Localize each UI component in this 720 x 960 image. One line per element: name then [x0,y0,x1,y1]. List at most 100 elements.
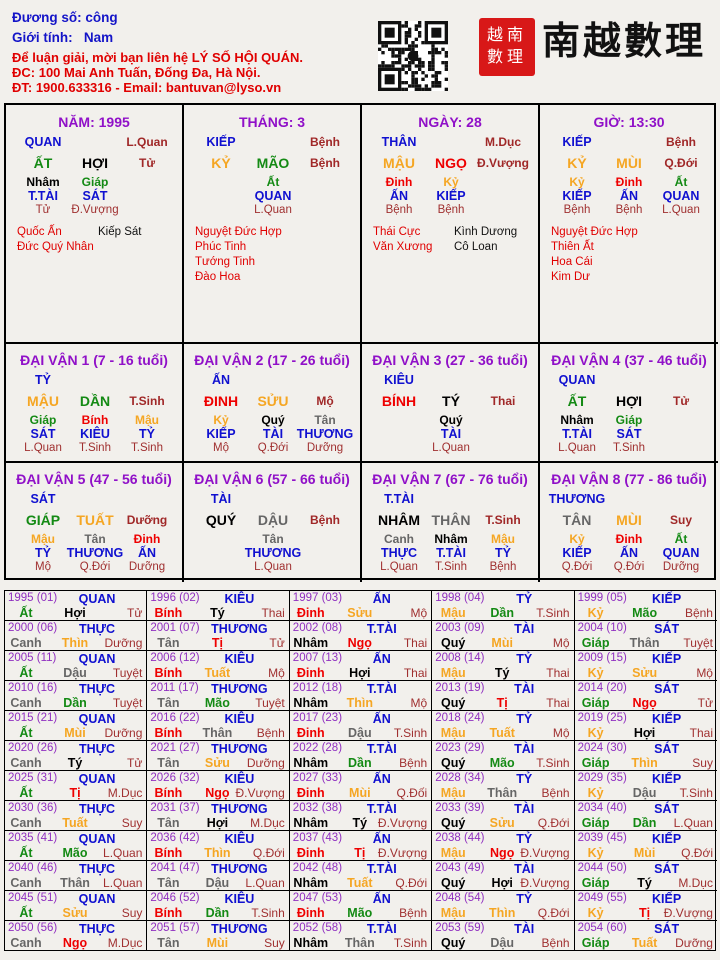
hidden-stem: Ất [266,175,280,189]
year-stage: Tuyệt [683,636,713,650]
year-stage: Tử [127,606,143,620]
dai-van-title: ĐẠI VẬN 3 (27 - 36 tuổi) [372,352,528,368]
year-label: 2053 (59) [435,922,485,934]
year-branch: Sửu [489,816,515,830]
year-branch: Tuất [62,816,88,830]
year-branch: Dần [490,606,514,620]
heavenly-stem: ĐINH [203,393,239,409]
year-ten-god: ẤN [372,832,391,846]
year-stem: Giáp [581,756,610,770]
hidden-ten-god: TÀI [262,427,284,441]
year-stage: Mộ [552,636,570,650]
hidden-stage: T.Sinh [435,561,467,573]
dai-van-cell: ĐẠI VẬN 2 (17 - 26 tuổi) ẤN ĐINH SỬU Mộ Kỷ KIẾ… [184,344,362,463]
year-label: 2032 (38) [292,802,343,814]
hidden-ten-god: ẤN [619,189,639,203]
hidden-ten-god: T.TÀI [28,189,58,203]
year-label: 2050 (56) [8,922,58,934]
annual-luck-table: 1995 (01) QUAN Ất Hợi Tử 1996 (02) KIÊU Bính Tý T… [4,590,717,951]
star-good: Nguyệt Đức Hợp [195,226,282,238]
hidden-stem: Mậu [31,532,55,546]
year-branch: Thân [344,936,375,950]
year-ten-god: THƯƠNG [211,742,268,756]
year-stem: Canh [10,876,42,890]
hidden-ten-god: QUAN [662,189,700,203]
year-branch: Mùi [206,936,229,950]
year-ten-god: T.TÀI [366,862,397,876]
year-ten-god: KIẾP [652,712,682,726]
year-stage: Bệnh [399,756,428,770]
year-label: 2047 (53) [292,892,343,904]
hidden-stage: Dưỡng [662,561,700,573]
year-label: 1996 (02) [150,592,200,604]
hidden-stem: Nhâm [26,175,60,189]
year-stem: Giáp [581,636,610,650]
year-cell: 2039 (45) KIẾP Kỷ Mùi Q.Đới [574,831,717,861]
year-cell: 2024 (30) SÁT Giáp Thìn Suy [574,741,717,771]
year-stage: Q.Đới [537,816,570,830]
stage-label: Đ.Vượng [477,156,529,170]
year-label: 2003 (09) [435,622,485,634]
hidden-stem: Kỷ [213,413,229,427]
year-branch: Thân [202,726,233,740]
year-stem: Kỷ [587,906,604,920]
year-stem: Bính [154,606,183,620]
hidden-stage: Bệnh [563,204,591,216]
stage-label: Bệnh [310,135,340,149]
hidden-stage: T.Sinh [131,442,163,454]
hidden-stage: Dưỡng [128,561,166,573]
year-cell: 2005 (11) QUAN Ất Dậu Tuyệt [5,651,148,681]
heavenly-stem: ẤT [567,393,587,409]
hidden-ten-god: KIẾP [562,546,592,560]
year-cell: 2033 (39) TÀI Quý Sửu Q.Đới [432,801,575,831]
stage-label: Mộ [316,394,334,408]
contact-address: ĐC: 100 Mai Anh Tuấn, Đống Đa, Hà Nội. [12,65,261,80]
year-cell: 2041 (47) THƯƠNG Tân Dậu L.Quan [147,861,290,891]
year-cell: 2037 (43) ẤN Đinh Tị Đ.Vượng [289,831,433,861]
year-branch: Dậu [205,876,230,890]
heavenly-stem: MẬU [383,155,415,171]
year-ten-god: TÀI [514,802,535,816]
hidden-stem: Kỷ [569,532,585,546]
year-cell: 1998 (04) TỶ Mậu Dần T.Sinh [432,591,575,621]
year-branch: Tị [211,636,223,650]
year-stem: Kỷ [587,846,604,860]
year-cell: 2051 (57) THƯƠNG Tân Mùi Suy [147,921,290,951]
year-label: 2044 (50) [577,862,627,874]
year-stem: Mậu [440,846,466,860]
earthly-branch: SỬU [257,393,289,409]
year-stage: M.Dục [250,816,285,830]
ten-god: KIÊU [384,373,414,387]
year-ten-god: QUAN [78,832,116,846]
year-cell: 1997 (03) ẤN Đinh Sửu Mộ [289,591,433,621]
year-branch: Dần [632,816,657,830]
year-cell: 2023 (29) TÀI Quý Mão T.Sinh [432,741,575,771]
year-stage: Tuyệt [112,696,143,710]
year-stage: Đ.Vượng [663,906,713,920]
stage-label: Tử [672,394,690,408]
year-stem: Kỷ [587,666,604,680]
year-stage: Đ.Vượng [377,816,428,830]
year-branch: Dần [205,906,230,920]
year-branch: Ngọ [205,786,230,800]
year-cell: 2019 (25) KIẾP Kỷ Hợi Thai [574,711,717,741]
stage-label: Dưỡng [126,513,168,527]
hidden-stem: Đinh [385,175,413,189]
year-cell: 2003 (09) TÀI Quý Mùi Mộ [432,621,575,651]
year-cell: 2018 (24) TỶ Mậu Tuất Mộ [432,711,575,741]
year-stem: Bính [154,666,183,680]
year-cell: 2009 (15) KIẾP Kỷ Sửu Mộ [574,651,717,681]
star-good: Kim Dư [551,271,591,283]
year-stage: Thai [261,606,285,620]
year-cell: 2015 (21) QUAN Ất Mùi Dưỡng [5,711,148,741]
year-label: 2022 (28) [292,742,343,754]
seal-text: 越南數理 [487,25,528,66]
year-stem: Giáp [581,936,610,950]
hidden-stage: Q.Đới [79,561,111,573]
year-stage: Thai [403,636,428,650]
hidden-ten-god: THƯƠNG [296,427,354,441]
year-cell: 2052 (58) T.TÀI Nhâm Thân T.Sinh [290,921,433,951]
year-branch: Tị [354,846,366,860]
hidden-ten-god: T.TÀI [562,427,592,441]
year-branch: Tị [69,786,81,800]
